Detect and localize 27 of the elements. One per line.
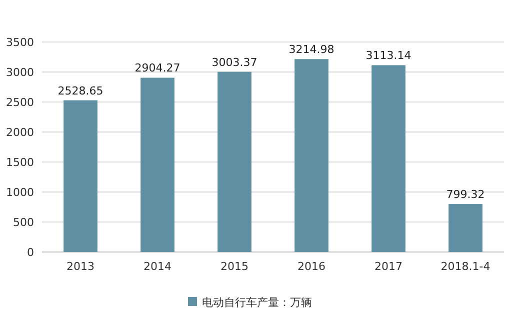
y-tick-label: 3500 <box>6 36 34 49</box>
x-tick-label: 2017 <box>374 260 402 273</box>
y-tick-label: 1500 <box>6 156 34 169</box>
y-tick-label: 2000 <box>6 126 34 139</box>
x-tick-label: 2018.1-4 <box>440 260 490 273</box>
y-tick-label: 0 <box>27 246 34 259</box>
y-tick-label: 1000 <box>6 186 34 199</box>
data-label: 3113.14 <box>366 49 412 62</box>
bar <box>218 72 252 252</box>
bar <box>372 65 406 252</box>
y-tick-label: 3000 <box>6 66 34 79</box>
data-label: 2528.65 <box>58 84 104 98</box>
bar <box>64 100 98 252</box>
bar <box>140 78 174 252</box>
legend-label: 电动自行车产量：万辆 <box>202 296 312 309</box>
y-tick-label: 500 <box>13 216 34 229</box>
data-label: 3003.37 <box>212 56 258 69</box>
x-tick-label: 2016 <box>298 260 326 273</box>
x-tick-label: 2014 <box>144 260 172 273</box>
bar <box>294 59 328 252</box>
x-tick-label: 2013 <box>66 260 94 273</box>
data-label: 2904.27 <box>134 62 180 75</box>
data-label: 799.32 <box>446 188 485 202</box>
bar <box>448 204 482 252</box>
x-tick-label: 2015 <box>220 260 248 273</box>
y-tick-label: 2500 <box>6 96 34 109</box>
data-label: 3214.98 <box>288 43 334 56</box>
